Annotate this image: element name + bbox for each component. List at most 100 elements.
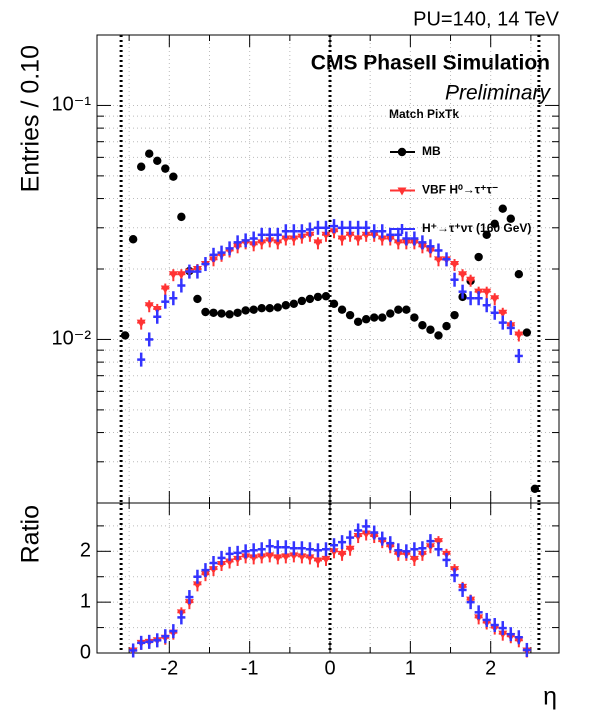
marker-part: [281, 235, 291, 244]
data-point: [514, 348, 523, 363]
data-point: [337, 305, 347, 314]
marker-part: [305, 554, 315, 563]
marker-part: [249, 305, 258, 314]
data-point: [450, 259, 460, 272]
data-point: [458, 269, 468, 282]
marker-part: [136, 162, 146, 171]
data-point: [490, 219, 499, 229]
marker-part: [345, 231, 355, 240]
y-tick-label: 2: [80, 540, 91, 562]
marker-part: [433, 538, 443, 547]
marker-part: [281, 301, 291, 310]
marker-part: [506, 214, 515, 223]
marker-part: [257, 239, 267, 248]
data-point: [201, 563, 210, 578]
data-point: [394, 305, 403, 314]
data-point: [289, 224, 298, 239]
data-point: [402, 305, 411, 314]
data-point: [177, 610, 186, 625]
data-point: [522, 642, 531, 657]
data-point: [426, 534, 435, 549]
data-point: [209, 556, 218, 570]
data-point: [450, 568, 459, 583]
data-point: [418, 235, 427, 250]
data-point: [201, 307, 210, 317]
data-point: [145, 149, 154, 158]
marker-part: [514, 331, 524, 340]
marker-part: [498, 309, 508, 318]
data-point: [434, 243, 443, 258]
data-point: [161, 629, 170, 644]
marker-part: [482, 288, 492, 297]
marker-part: [337, 550, 347, 559]
data-point: [145, 332, 154, 347]
data-point: [506, 214, 515, 223]
data-point: [313, 220, 322, 235]
data-point: [498, 621, 507, 636]
data-point: [338, 220, 347, 235]
data-point: [289, 299, 299, 309]
y-tick-label: 1: [80, 590, 91, 612]
marker-part: [345, 310, 355, 320]
data-point: [273, 227, 282, 242]
data-point: [514, 329, 524, 342]
data-point: [410, 231, 419, 246]
subtitle: CMS PhaseII Simulation: [311, 52, 550, 75]
data-point: [281, 540, 290, 555]
data-point: [137, 352, 146, 367]
marker-part: [466, 276, 476, 285]
x-tick-label: -2: [160, 657, 178, 679]
data-point: [217, 245, 226, 260]
marker-part: [394, 305, 403, 314]
data-point: [177, 212, 186, 222]
data-point: [337, 233, 347, 246]
marker-part: [201, 307, 210, 317]
data-point: [466, 291, 475, 306]
marker-part: [450, 261, 460, 270]
data-point: [394, 543, 403, 558]
data-point: [136, 162, 146, 171]
data-point: [402, 544, 411, 559]
data-point: [434, 542, 443, 557]
data-point: [530, 484, 540, 493]
data-point: [273, 303, 282, 312]
annotation: Preliminary: [445, 82, 552, 105]
data-point: [129, 643, 138, 658]
data-point: [378, 531, 387, 546]
data-point: [458, 582, 467, 597]
marker-part: [225, 310, 234, 319]
marker-part: [297, 553, 307, 562]
marker-part: [289, 299, 299, 309]
data-point: [201, 257, 210, 272]
marker-part: [522, 328, 532, 337]
data-point: [434, 331, 443, 340]
x-tick-label: 2: [485, 657, 496, 679]
marker-part: [257, 303, 266, 313]
data-point: [354, 220, 363, 235]
data-point: [160, 283, 170, 296]
marker-part: [289, 552, 299, 561]
data-point: [169, 624, 178, 639]
y-axis-label: Ratio: [17, 505, 45, 563]
marker-part: [289, 235, 299, 244]
marker-part: [169, 172, 178, 181]
data-point: [193, 294, 202, 304]
marker-part: [433, 256, 443, 265]
marker-part: [409, 555, 419, 564]
marker-part: [265, 552, 275, 561]
marker-part: [233, 555, 243, 564]
marker-part: [273, 554, 283, 563]
data-point: [378, 313, 387, 322]
marker-part: [378, 313, 387, 322]
data-point: [153, 309, 162, 324]
data-point: [442, 321, 451, 331]
data-point: [345, 543, 355, 556]
data-point: [313, 292, 323, 302]
marker-part: [313, 292, 323, 302]
data-point: [313, 237, 323, 250]
data-point: [329, 299, 339, 309]
data-point: [313, 555, 323, 568]
data-point: [193, 264, 202, 279]
data-point: [442, 552, 451, 567]
marker-part: [321, 231, 331, 240]
